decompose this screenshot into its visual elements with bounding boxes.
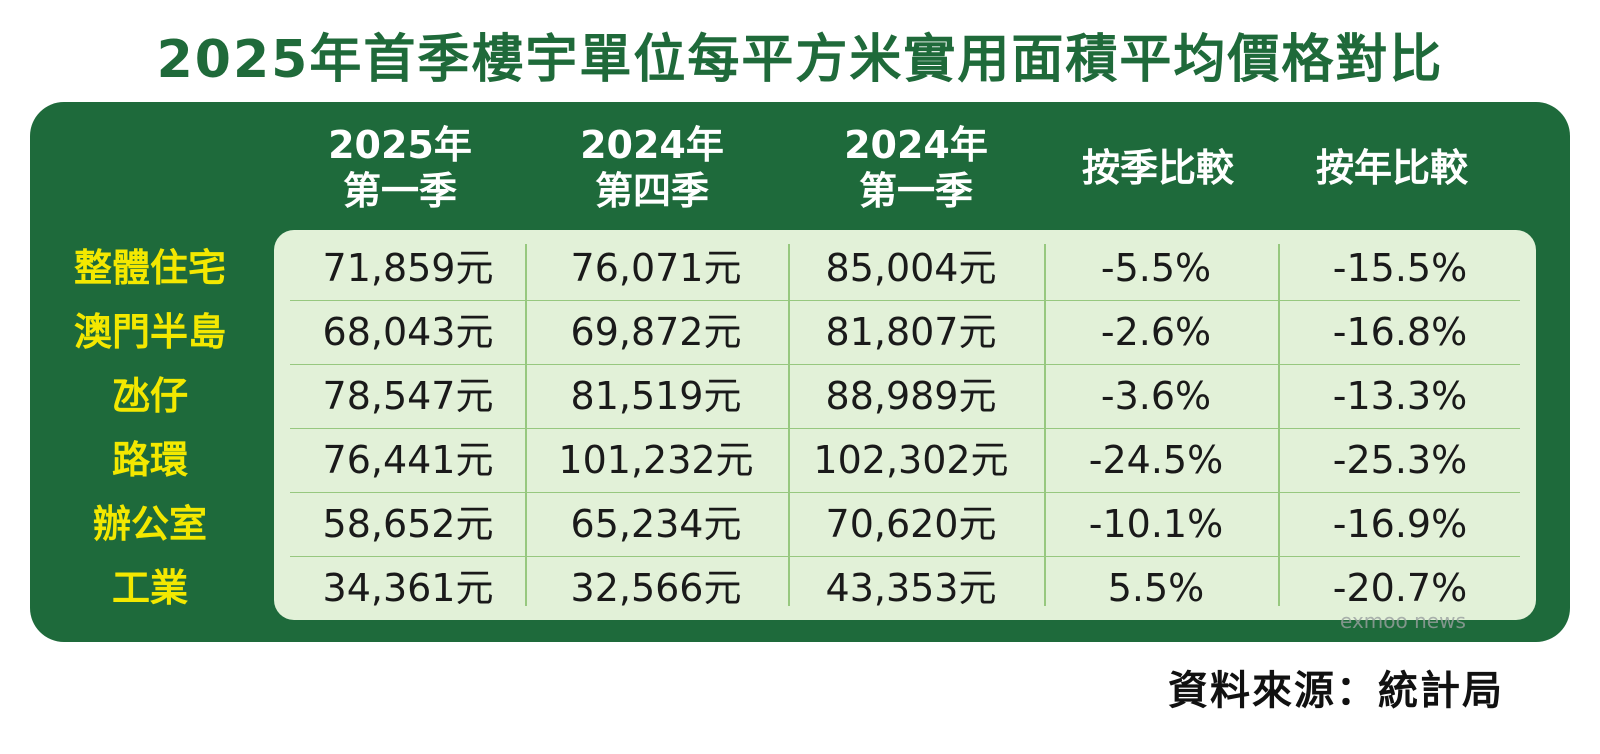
table-cell: -20.7% (1332, 566, 1468, 610)
row-divider (290, 364, 1520, 365)
table-cell: 70,620元 (825, 502, 997, 546)
table-cell: 76,441元 (322, 438, 494, 482)
table-cell: 88,989元 (825, 374, 997, 418)
col-header-2: 2024年 第一季 (806, 118, 1026, 218)
row-label: 澳門半島 (73, 310, 226, 354)
row-label: 整體住宅 (73, 246, 226, 290)
column-divider (1044, 244, 1046, 606)
table-cell: -2.6% (1100, 310, 1212, 354)
table-cell: 71,859元 (322, 246, 494, 290)
table-cell: -15.5% (1332, 246, 1468, 290)
col-header-1: 2024年 第四季 (542, 118, 762, 218)
row-divider (290, 300, 1520, 301)
table-cell: 32,566元 (570, 566, 742, 610)
table-cell: 34,361元 (322, 566, 494, 610)
row-divider (290, 492, 1520, 493)
table-cell: 68,043元 (322, 310, 494, 354)
table-cell: 85,004元 (825, 246, 997, 290)
table-cell: -16.9% (1332, 502, 1468, 546)
column-divider (788, 244, 790, 606)
row-label: 工業 (111, 566, 188, 610)
col-header-line1: 2024年 (844, 123, 988, 167)
table-cell: 65,234元 (570, 502, 742, 546)
source-note: 資料來源：統計局 (1168, 668, 1504, 714)
table-cell: 43,353元 (825, 566, 997, 610)
table-cell: -10.1% (1088, 502, 1224, 546)
col-header-3: 按季比較 (1048, 118, 1268, 218)
col-header-line1: 按季比較 (1081, 146, 1234, 190)
table-cell: 5.5% (1107, 566, 1205, 610)
table-cell: 81,519元 (570, 374, 742, 418)
table-cell: -3.6% (1100, 374, 1212, 418)
row-label: 氹仔 (111, 374, 188, 418)
row-label: 辦公室 (92, 502, 207, 546)
column-divider (1278, 244, 1280, 606)
col-header-0: 2025年 第一季 (290, 118, 510, 218)
row-label: 路環 (111, 438, 188, 482)
table-cell: -25.3% (1332, 438, 1468, 482)
table-cell: 102,302元 (813, 438, 1009, 482)
column-divider (525, 244, 527, 606)
table-cell: 76,071元 (570, 246, 742, 290)
table-cell: -16.8% (1332, 310, 1468, 354)
col-header-line1: 按年比較 (1315, 146, 1468, 190)
watermark-logo: exmoo news (1340, 609, 1466, 633)
col-header-line1: 2025年 (328, 123, 472, 167)
col-header-4: 按年比較 (1282, 118, 1502, 218)
table-cell: 78,547元 (322, 374, 494, 418)
page-title: 2025年首季樓宇單位每平方米實用面積平均價格對比 (156, 30, 1444, 90)
col-header-line2: 第一季 (342, 169, 457, 213)
row-divider (290, 556, 1520, 557)
col-header-line2: 第四季 (594, 169, 709, 213)
table-cell: 101,232元 (558, 438, 754, 482)
col-header-line1: 2024年 (580, 123, 724, 167)
table-cell: 69,872元 (570, 310, 742, 354)
col-header-line2: 第一季 (858, 169, 973, 213)
row-divider (290, 428, 1520, 429)
table-cell: -24.5% (1088, 438, 1224, 482)
table-cell: 58,652元 (322, 502, 494, 546)
table-cell: 81,807元 (825, 310, 997, 354)
table-cell: -5.5% (1100, 246, 1212, 290)
table-body (274, 230, 1536, 620)
table-cell: -13.3% (1332, 374, 1468, 418)
